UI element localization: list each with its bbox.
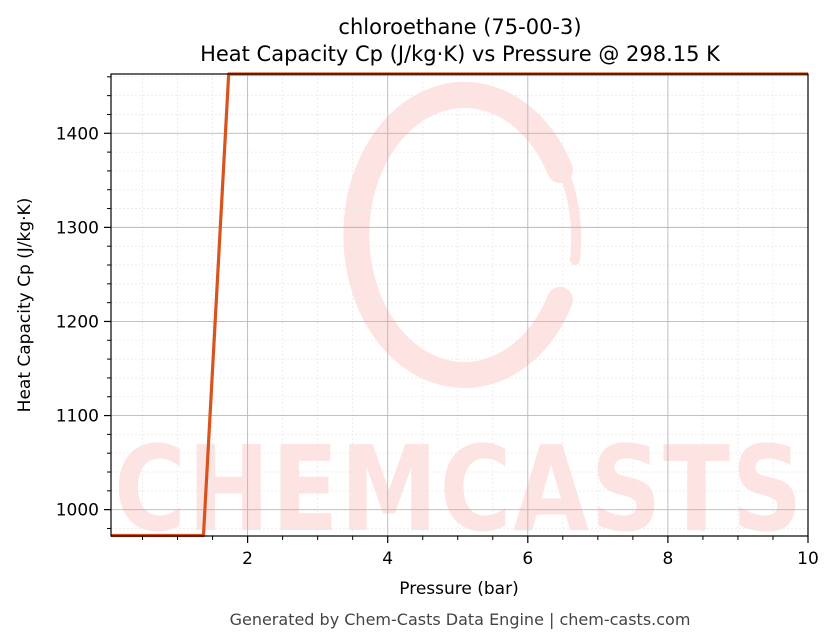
minor-grid bbox=[111, 74, 808, 536]
plot-area bbox=[111, 74, 808, 536]
x-tick-label: 2 bbox=[242, 549, 253, 569]
y-tick-label: 1300 bbox=[56, 218, 99, 238]
x-axis-label: Pressure (bar) bbox=[399, 579, 518, 599]
chart-title: chloroethane (75-00-3) bbox=[338, 15, 581, 39]
watermark-text: CHEMCASTS bbox=[114, 420, 804, 558]
plot-frame bbox=[110, 73, 809, 537]
y-axis: 1000 1100 1200 1300 1400 bbox=[56, 76, 111, 529]
y-tick-label: 1100 bbox=[56, 407, 99, 427]
x-axis: 2 4 6 8 10 bbox=[142, 536, 819, 569]
x-tick-label: 8 bbox=[662, 549, 673, 569]
y-tick-label: 1400 bbox=[56, 124, 99, 144]
footer-credit: Generated by Chem-Casts Data Engine | ch… bbox=[230, 610, 691, 629]
watermark-logo-icon bbox=[343, 82, 582, 388]
x-tick-label: 10 bbox=[797, 549, 819, 569]
chart-subtitle: Heat Capacity Cp (J/kg·K) vs Pressure @ … bbox=[200, 42, 721, 66]
y-axis-label: Heat Capacity Cp (J/kg·K) bbox=[15, 198, 35, 413]
y-tick-label: 1200 bbox=[56, 312, 99, 332]
x-tick-label: 6 bbox=[522, 549, 533, 569]
y-tick-label: 1000 bbox=[56, 501, 99, 521]
x-tick-label: 4 bbox=[382, 549, 393, 569]
major-grid bbox=[111, 74, 808, 536]
